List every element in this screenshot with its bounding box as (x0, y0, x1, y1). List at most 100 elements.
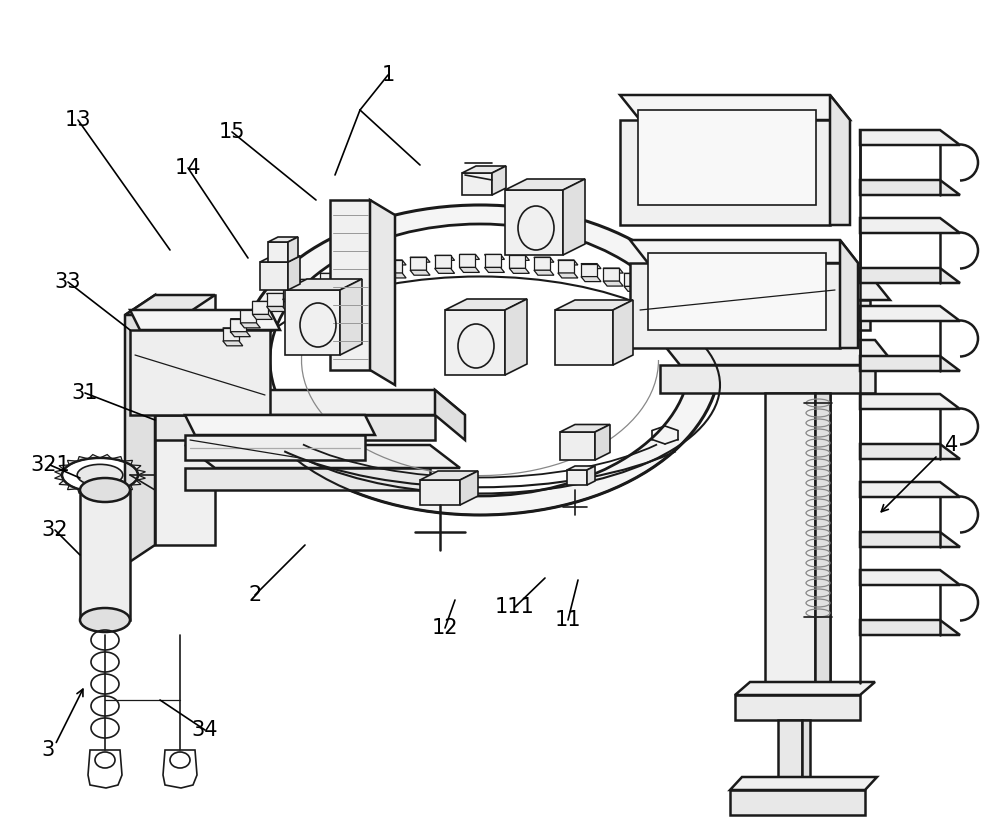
Polygon shape (435, 268, 455, 273)
Ellipse shape (240, 205, 720, 515)
Polygon shape (860, 130, 960, 145)
Polygon shape (386, 260, 406, 265)
Polygon shape (581, 264, 601, 268)
Text: 2: 2 (248, 585, 262, 605)
Polygon shape (136, 475, 145, 480)
Polygon shape (341, 268, 361, 273)
Polygon shape (230, 332, 250, 337)
Polygon shape (644, 292, 664, 297)
Polygon shape (563, 179, 585, 255)
Polygon shape (624, 287, 644, 291)
Polygon shape (534, 257, 550, 270)
Polygon shape (692, 301, 712, 306)
Polygon shape (714, 319, 734, 323)
Polygon shape (370, 200, 395, 385)
Polygon shape (88, 491, 100, 495)
Polygon shape (125, 295, 215, 315)
Polygon shape (122, 485, 133, 489)
Polygon shape (567, 470, 587, 485)
Polygon shape (435, 255, 455, 260)
Polygon shape (445, 310, 505, 375)
Polygon shape (459, 255, 475, 268)
Polygon shape (363, 277, 383, 282)
Polygon shape (558, 260, 578, 265)
Polygon shape (630, 263, 840, 348)
Polygon shape (509, 268, 529, 273)
Polygon shape (840, 240, 858, 348)
Polygon shape (283, 287, 303, 291)
Text: 33: 33 (55, 272, 81, 292)
Polygon shape (130, 310, 280, 330)
Ellipse shape (270, 224, 690, 496)
Polygon shape (730, 790, 865, 815)
Polygon shape (55, 475, 64, 480)
Polygon shape (613, 300, 633, 365)
Polygon shape (677, 306, 697, 311)
Polygon shape (677, 293, 697, 299)
Polygon shape (435, 255, 451, 268)
Polygon shape (267, 293, 283, 306)
Polygon shape (558, 273, 578, 278)
Polygon shape (505, 299, 527, 375)
Polygon shape (661, 287, 681, 291)
Polygon shape (860, 620, 960, 635)
Polygon shape (650, 300, 870, 330)
Polygon shape (860, 570, 960, 585)
Polygon shape (285, 279, 362, 290)
Polygon shape (130, 330, 270, 415)
Polygon shape (485, 268, 505, 273)
Polygon shape (240, 310, 256, 323)
Polygon shape (320, 273, 340, 278)
Polygon shape (860, 306, 960, 321)
Polygon shape (624, 273, 640, 287)
Polygon shape (704, 310, 724, 314)
Polygon shape (125, 295, 155, 565)
Polygon shape (155, 295, 215, 545)
Polygon shape (185, 468, 430, 490)
Polygon shape (704, 310, 720, 323)
Polygon shape (223, 328, 239, 341)
Polygon shape (714, 319, 730, 332)
Text: 3: 3 (41, 740, 55, 760)
Polygon shape (778, 720, 802, 790)
Polygon shape (505, 190, 563, 255)
Polygon shape (67, 485, 78, 489)
Polygon shape (320, 287, 340, 291)
Polygon shape (252, 301, 272, 306)
Polygon shape (230, 319, 250, 323)
Text: 13: 13 (65, 110, 91, 130)
Polygon shape (155, 390, 465, 415)
Polygon shape (112, 488, 122, 493)
Polygon shape (268, 237, 298, 242)
Polygon shape (300, 279, 320, 284)
Polygon shape (567, 466, 595, 470)
Polygon shape (420, 471, 478, 480)
Polygon shape (459, 255, 479, 259)
Polygon shape (555, 310, 613, 365)
Polygon shape (136, 470, 145, 475)
Ellipse shape (80, 478, 130, 502)
Polygon shape (260, 256, 300, 262)
Polygon shape (644, 279, 660, 292)
Polygon shape (860, 482, 960, 497)
Polygon shape (410, 257, 426, 270)
Text: 11: 11 (555, 610, 581, 630)
Polygon shape (459, 268, 479, 273)
Polygon shape (100, 491, 112, 495)
Polygon shape (620, 95, 850, 120)
Polygon shape (268, 242, 288, 262)
Polygon shape (341, 281, 361, 286)
Polygon shape (509, 255, 525, 268)
Polygon shape (288, 256, 300, 290)
Text: 15: 15 (219, 122, 245, 142)
Polygon shape (267, 293, 287, 299)
Polygon shape (420, 480, 460, 505)
Polygon shape (112, 456, 122, 461)
Polygon shape (721, 341, 741, 346)
Polygon shape (644, 279, 664, 284)
Polygon shape (558, 260, 574, 273)
Polygon shape (230, 319, 246, 332)
Polygon shape (735, 695, 860, 720)
Polygon shape (534, 270, 554, 275)
Polygon shape (815, 393, 830, 700)
